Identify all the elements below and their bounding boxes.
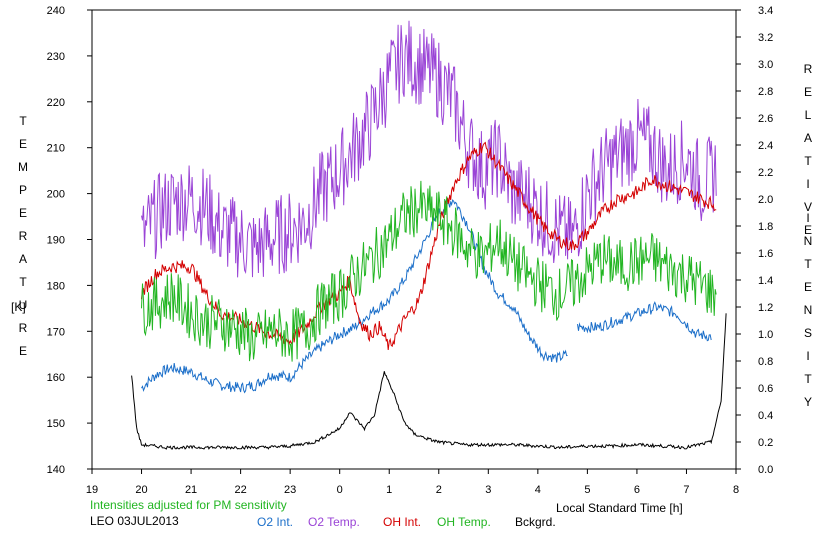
right-title-letter: V (803, 200, 812, 214)
y-right-tick-label: 1.2 (758, 302, 773, 314)
y-left-tick-label: 140 (47, 464, 65, 476)
y-right-tick-label: 0.0 (758, 464, 773, 476)
x-tick-label: 2 (436, 484, 442, 496)
y-left-tick-label: 240 (47, 5, 65, 17)
series-o2-int (577, 301, 712, 342)
x-tick-label: 4 (535, 484, 541, 496)
x-tick-label: 8 (733, 484, 739, 496)
right-title-letter: E (803, 223, 812, 237)
x-tick-label: 19 (86, 484, 98, 496)
right-title-letter: E (803, 280, 812, 294)
left-title-letter: A (18, 252, 27, 266)
legend-bckgrd: Bckgrd. (515, 515, 556, 529)
y-left-tick-label: 210 (47, 143, 65, 155)
y-right-tick-label: 2.6 (758, 113, 773, 125)
right-title-letter: T (804, 154, 812, 168)
x-tick-label: 5 (584, 484, 590, 496)
right-title-letter: Y (803, 395, 812, 409)
y-left-tick-label: 220 (47, 97, 65, 109)
series-bckgrd (131, 313, 727, 450)
y-right-tick-label: 0.8 (758, 356, 773, 368)
y-left-tick-label: 180 (47, 280, 65, 292)
y-left-tick-label: 150 (47, 418, 65, 430)
y-right-tick-label: 0.4 (758, 410, 773, 422)
x-tick-label: 1 (386, 484, 392, 496)
y-right-tick-label: 1.8 (758, 221, 773, 233)
legend-oh-temp: OH Temp. (437, 515, 491, 529)
y-left-tick-label: 170 (47, 326, 65, 338)
right-title-letter: A (803, 131, 812, 145)
x-tick-label: 0 (337, 484, 343, 496)
x-tick-label: 3 (485, 484, 491, 496)
right-title-letter: S (803, 326, 812, 340)
x-tick-label: 20 (135, 484, 147, 496)
y-left-tick-label: 230 (47, 51, 65, 63)
y-right-tick-label: 2.0 (758, 194, 773, 206)
legend-o2-int: O2 Int. (257, 515, 294, 529)
right-title-letter: T (804, 257, 812, 271)
y-right-tick-label: 1.6 (758, 248, 773, 260)
left-title-letter: U (18, 298, 28, 312)
right-title-letter: R (803, 62, 813, 76)
series-oh-temp (141, 180, 717, 362)
right-title-letter: T (804, 372, 812, 386)
sensitivity-note: Intensities adjusted for PM sensitivity (90, 498, 287, 512)
left-title-letter: T (19, 275, 27, 289)
right-title-letter: I (806, 177, 810, 191)
right-title-letter: I (806, 211, 810, 225)
right-title-letter: N (803, 303, 813, 317)
series-o2-temp (141, 20, 717, 278)
x-axis-title: Local Standard Time [h] (556, 501, 683, 515)
y-right-tick-label: 2.4 (758, 140, 773, 152)
right-title-letter: E (803, 85, 812, 99)
left-title-letter: E (18, 137, 27, 151)
y-right-tick-label: 3.2 (758, 32, 773, 44)
y-right-tick-label: 2.2 (758, 167, 773, 179)
x-tick-label: 6 (634, 484, 640, 496)
x-tick-label: 22 (234, 484, 246, 496)
y-left-tick-label: 190 (47, 235, 65, 247)
series-o2-int (141, 199, 568, 394)
x-tick-label: 21 (185, 484, 197, 496)
left-title-letter: T (19, 114, 27, 128)
y-left-tick-label: 200 (47, 189, 65, 201)
x-tick-label: 7 (683, 484, 689, 496)
legend-oh-int: OH Int. (383, 515, 422, 529)
y-right-tick-label: 2.8 (758, 86, 773, 98)
left-title-letter: R (18, 229, 28, 243)
left-title-letter: M (18, 160, 28, 174)
left-title-letter: P (18, 183, 27, 197)
y-right-tick-label: 0.2 (758, 437, 773, 449)
left-axis-unit: [K] (11, 300, 26, 314)
right-title-letter: N (803, 234, 813, 248)
left-title-letter: R (18, 321, 28, 335)
y-left-tick-label: 160 (47, 372, 65, 384)
y-right-tick-label: 1.4 (758, 275, 773, 287)
y-right-tick-label: 0.6 (758, 383, 773, 395)
y-right-tick-label: 1.0 (758, 329, 773, 341)
right-title-letter: L (804, 108, 812, 122)
left-title-letter: E (18, 344, 27, 358)
station-date: LEO 03JUL2013 (90, 514, 179, 528)
legend-o2-temp: O2 Temp. (308, 515, 360, 529)
y-right-tick-label: 3.4 (758, 5, 773, 17)
left-title-letter: E (18, 206, 27, 220)
right-title-letter: I (806, 349, 810, 363)
x-tick-label: 23 (284, 484, 296, 496)
y-right-tick-label: 3.0 (758, 59, 773, 71)
